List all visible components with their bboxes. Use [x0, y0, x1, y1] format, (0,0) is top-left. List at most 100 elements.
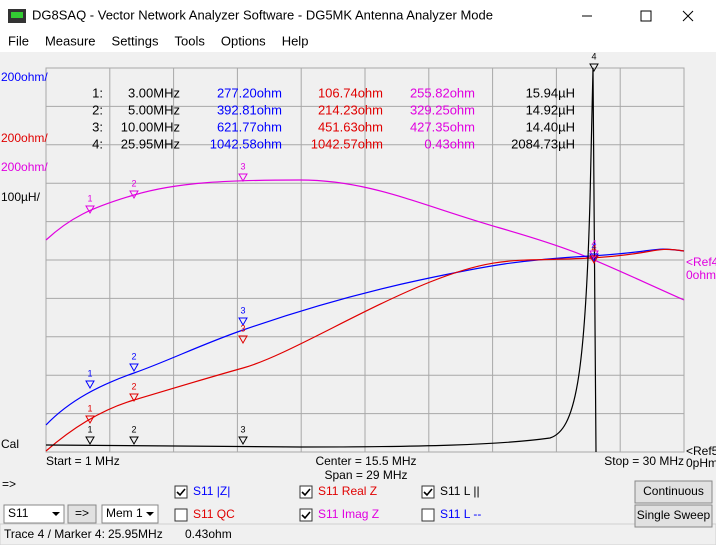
marker-triangle — [129, 363, 139, 373]
trace-label[interactable]: S11 L || — [440, 484, 480, 498]
imag-z-trace — [45, 179, 685, 301]
trace-checkbox[interactable] — [174, 508, 188, 522]
trace-label[interactable]: S11 QC — [193, 507, 235, 521]
marker-triangle — [589, 255, 599, 265]
marker-cell: 25.95MHz — [121, 136, 180, 151]
marker-cell: 2084.73µH — [511, 136, 575, 151]
marker-id: 3 — [240, 161, 245, 171]
marker-id: 4 — [591, 241, 596, 251]
menu-item[interactable]: File — [8, 33, 29, 48]
marker-cell: 1: — [92, 85, 103, 100]
marker-cell: 1042.57ohm — [311, 136, 383, 151]
close-button[interactable] — [682, 10, 694, 22]
single-sweep-button-text[interactable]: Single Sweep — [637, 508, 711, 522]
maximize-button[interactable] — [640, 10, 652, 22]
trace-checkbox[interactable] — [174, 485, 188, 499]
marker-cell: 0.43ohm — [424, 136, 475, 151]
marker-id: 3 — [240, 305, 245, 315]
marker-triangle — [589, 253, 599, 263]
marker-triangle — [85, 205, 95, 215]
ref-label: 0ohm — [686, 268, 716, 282]
marker-cell: 4: — [92, 136, 103, 151]
check-mark — [423, 488, 433, 497]
copy-button[interactable] — [67, 504, 97, 524]
window-title: DG8SAQ - Vector Network Analyzer Softwar… — [32, 7, 493, 22]
trace-checkbox[interactable] — [299, 508, 313, 522]
marker-id: 2 — [131, 178, 136, 188]
trace-checkbox[interactable] — [421, 508, 435, 522]
trace-label[interactable]: S11 Imag Z — [318, 507, 379, 521]
marker-cell: 621.77ohm — [217, 119, 282, 134]
marker-triangle — [85, 380, 95, 390]
check-mark — [301, 488, 311, 497]
trace-label[interactable]: S11 L -- — [440, 507, 481, 521]
continuous-button-text[interactable]: Continuous — [643, 484, 704, 498]
scale-label: 200ohm/ — [1, 160, 48, 174]
trace-label[interactable]: S11 Real Z — [318, 484, 377, 498]
marker-triangle — [129, 393, 139, 403]
marker-cell: 2: — [92, 102, 103, 117]
scale-label: 100µH/ — [1, 190, 41, 204]
marker-cell: 10.00MHz — [121, 119, 180, 134]
memory-select[interactable] — [101, 504, 159, 524]
check-mark — [301, 511, 311, 520]
single-sweep-button[interactable] — [634, 504, 713, 528]
scale-label: 200ohm/ — [1, 131, 48, 145]
menu-bar — [0, 32, 716, 52]
marker-cell: 15.94µH — [526, 85, 575, 100]
marker-id: 4 — [591, 51, 596, 61]
scale-label: Cal — [1, 437, 19, 451]
title-bar — [0, 0, 716, 32]
status-bar — [0, 523, 716, 545]
marker-id: 4 — [591, 238, 596, 248]
continuous-button[interactable] — [634, 480, 713, 504]
marker-cell: 5.00MHz — [128, 102, 180, 117]
marker-triangle — [129, 436, 139, 446]
trace-checkbox[interactable] — [421, 485, 435, 499]
marker-triangle — [85, 415, 95, 425]
marker-id: 3 — [240, 424, 245, 434]
trace-checkbox[interactable] — [299, 485, 313, 499]
status-freq: 25.95MHz — [108, 527, 163, 541]
marker-cell: 329.25ohm — [410, 102, 475, 117]
marker-id: 1 — [87, 193, 92, 203]
port-select[interactable] — [3, 504, 65, 524]
marker-triangle — [85, 436, 95, 446]
sweep-center: Center = 15.5 MHz — [315, 454, 416, 468]
real-z-trace — [45, 248, 685, 452]
marker-cell: 14.92µH — [526, 102, 575, 117]
memory-select-text[interactable]: Mem 1 — [106, 506, 143, 520]
ref-label: 0pHm — [686, 456, 716, 470]
marker-cell: 392.81ohm — [217, 102, 282, 117]
marker-cell: 451.63ohm — [318, 119, 383, 134]
status-trace: Trace 4 / Marker 4: — [4, 527, 105, 541]
sweep-span: Span = 29 MHz — [324, 468, 407, 482]
app-icon-screen — [11, 12, 23, 18]
menu-item[interactable]: Tools — [175, 33, 206, 48]
scale-label: 200ohm/ — [1, 70, 48, 84]
marker-triangle — [129, 190, 139, 200]
menu-item[interactable]: Measure — [45, 33, 96, 48]
marker-id: 1 — [87, 368, 92, 378]
marker-triangle — [238, 173, 248, 183]
menu-item[interactable]: Help — [282, 33, 309, 48]
menu-item[interactable]: Settings — [112, 33, 159, 48]
marker-cell: 3: — [92, 119, 103, 134]
marker-id: 4 — [591, 243, 596, 253]
copy-button-text[interactable]: => — [75, 506, 89, 520]
marker-triangle — [589, 63, 599, 73]
marker-id: 2 — [131, 424, 136, 434]
trace-label[interactable]: S11 |Z| — [193, 484, 230, 498]
ref-label: <Ref5 — [686, 444, 716, 458]
port-select-text[interactable]: S11 — [8, 506, 29, 520]
marker-id: 1 — [87, 403, 92, 413]
dropdown-arrow — [52, 512, 60, 516]
marker-cell: 214.23ohm — [318, 102, 383, 117]
dropdown-arrow — [146, 512, 154, 516]
menu-item[interactable]: Options — [221, 33, 266, 48]
arrow-label: => — [2, 477, 16, 491]
traces — [45, 67, 685, 453]
sweep-start: Start = 1 MHz — [46, 454, 120, 468]
marker-triangle — [238, 317, 248, 327]
